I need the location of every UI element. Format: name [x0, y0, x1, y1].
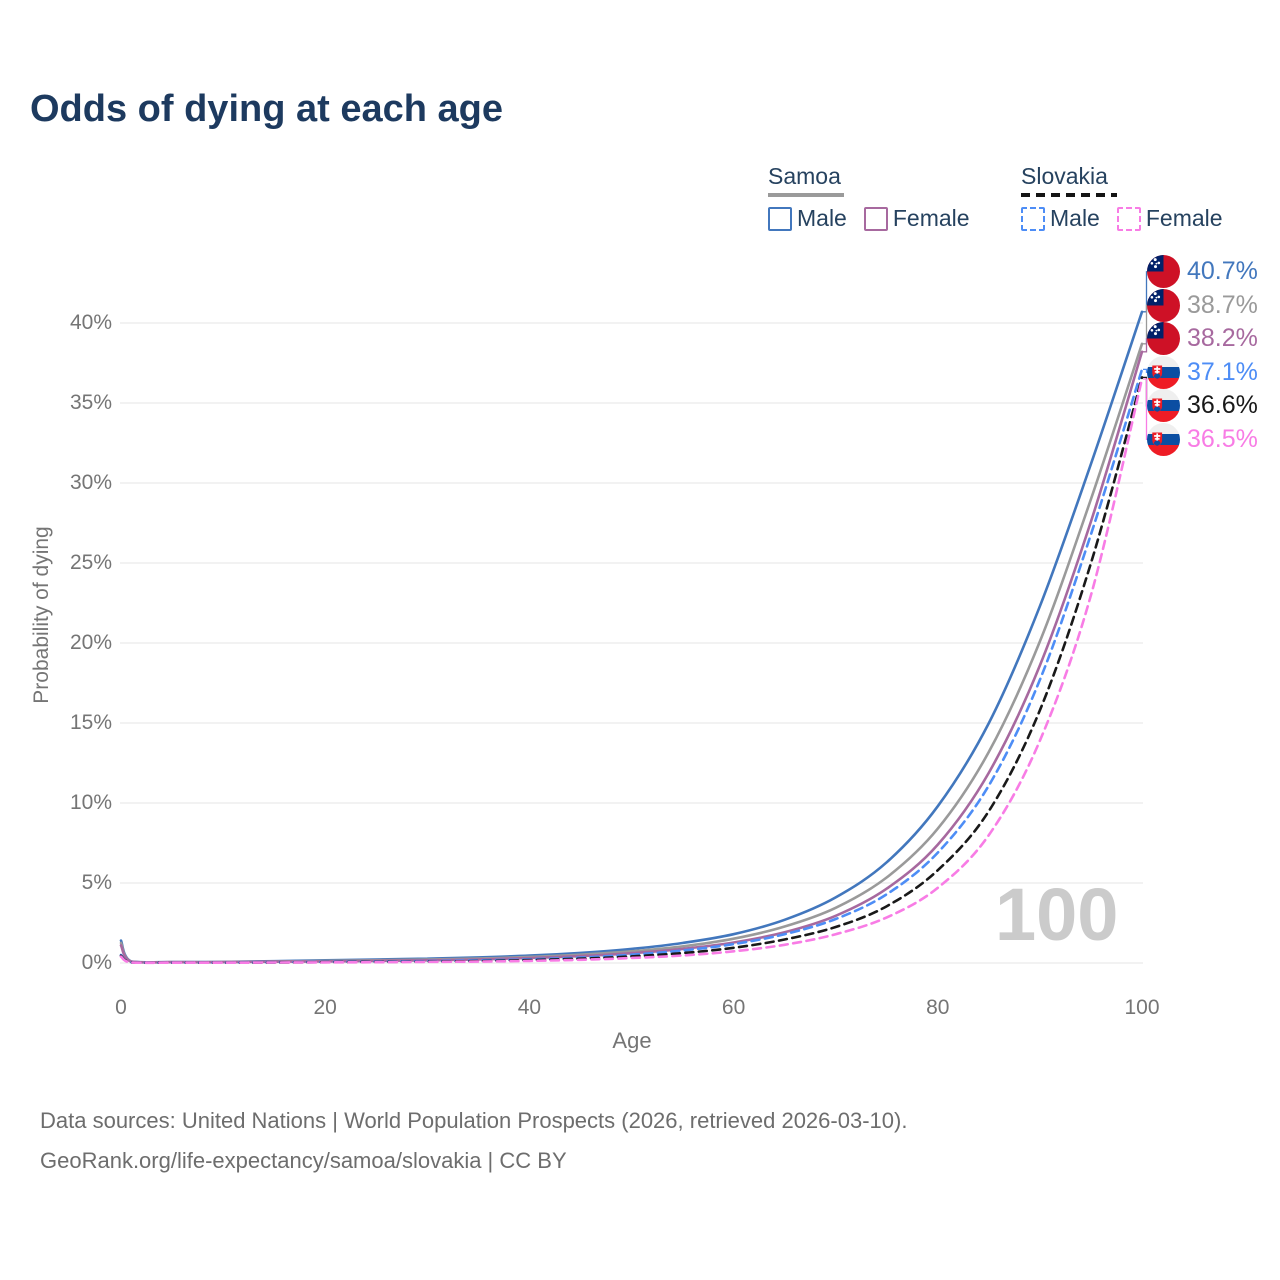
end-label-slovakia-female: 36.5%	[1147, 422, 1258, 456]
x-tick-label-0: 0	[115, 996, 127, 1019]
end-label-value-slovakia-male: 37.1%	[1187, 357, 1258, 386]
curve-slovakia-male	[119, 368, 1144, 965]
curve-samoa-female	[119, 350, 1144, 964]
legend-label-samoa-male: Male	[797, 205, 847, 231]
end-label-value-slovakia-both: 36.6%	[1187, 391, 1258, 420]
samoa-female-swatch-icon	[863, 206, 888, 231]
page-title: Odds of dying at each age	[30, 88, 503, 130]
legend-label-slovakia-male: Male	[1050, 205, 1100, 231]
curve-samoa-both	[119, 342, 1144, 964]
end-label-samoa-male: 40.7%	[1147, 255, 1258, 289]
y-tick-label-35: 35%	[69, 391, 112, 414]
legend-entry-slovakia-male: Male	[1021, 205, 1100, 232]
end-label-samoa-female: 38.2%	[1147, 322, 1258, 356]
end-label-value-slovakia-female: 36.5%	[1187, 424, 1258, 453]
y-tick-label-5: 5%	[81, 871, 112, 894]
y-tick-label-25: 25%	[69, 551, 112, 574]
x-tick-label-100: 100	[1124, 996, 1160, 1019]
samoa-male-swatch-icon	[768, 206, 792, 231]
y-tick-label-40: 40%	[69, 311, 112, 334]
samoa-flag-icon	[1147, 255, 1180, 289]
slovakia-flag-icon	[1147, 422, 1180, 456]
x-tick-label-20: 20	[313, 996, 337, 1019]
legend-underline-slovakia-dashed	[1021, 193, 1117, 197]
end-label-samoa-both: 38.7%	[1147, 288, 1258, 322]
legend-group-samoa: Samoa Male Female	[768, 163, 970, 232]
legend-entry-slovakia-female: Female	[1116, 205, 1223, 232]
legend-title-samoa: Samoa	[768, 163, 841, 189]
slovakia-female-swatch-icon	[1116, 206, 1141, 231]
end-label-value-samoa-male: 40.7%	[1187, 257, 1258, 286]
legend-entry-samoa-male: Male	[768, 205, 847, 232]
y-tick-label-15: 15%	[69, 711, 112, 734]
legend-label-samoa-female: Female	[892, 205, 970, 231]
end-label-value-samoa-both: 38.7%	[1187, 290, 1258, 319]
legend-entry-samoa-female: Female	[863, 205, 970, 232]
watermark-age-100: 100	[995, 873, 1119, 956]
x-axis-title: Age	[612, 1028, 652, 1053]
y-tick-label-0: 0%	[81, 951, 112, 974]
legend-title-slovakia: Slovakia	[1021, 163, 1108, 189]
samoa-flag-icon	[1147, 288, 1180, 322]
data-sources-text: Data sources: United Nations | World Pop…	[40, 1108, 908, 1133]
x-tick-label-80: 80	[926, 996, 950, 1019]
attribution-text: GeoRank.org/life-expectancy/samoa/slovak…	[40, 1148, 567, 1173]
curve-slovakia-both	[119, 376, 1144, 965]
curve-slovakia-female	[119, 377, 1144, 965]
y-tick-label-20: 20%	[69, 631, 112, 654]
curve-samoa-male	[119, 310, 1144, 964]
legend-group-slovakia: Slovakia Male Female	[1021, 163, 1223, 232]
slovakia-flag-icon	[1147, 355, 1180, 389]
legend-label-slovakia-female: Female	[1145, 205, 1223, 231]
slovakia-male-swatch-icon	[1021, 206, 1045, 231]
legend-underline-samoa-solid	[768, 193, 844, 197]
y-tick-label-10: 10%	[69, 791, 112, 814]
samoa-flag-icon	[1147, 322, 1180, 356]
x-tick-label-40: 40	[517, 996, 542, 1019]
y-tick-label-30: 30%	[69, 471, 112, 494]
end-label-slovakia-male: 37.1%	[1147, 355, 1258, 389]
slovakia-flag-icon	[1147, 389, 1180, 423]
end-label-slovakia-both: 36.6%	[1147, 389, 1258, 423]
x-tick-label-60: 60	[721, 996, 746, 1019]
end-label-value-samoa-female: 38.2%	[1187, 324, 1258, 353]
